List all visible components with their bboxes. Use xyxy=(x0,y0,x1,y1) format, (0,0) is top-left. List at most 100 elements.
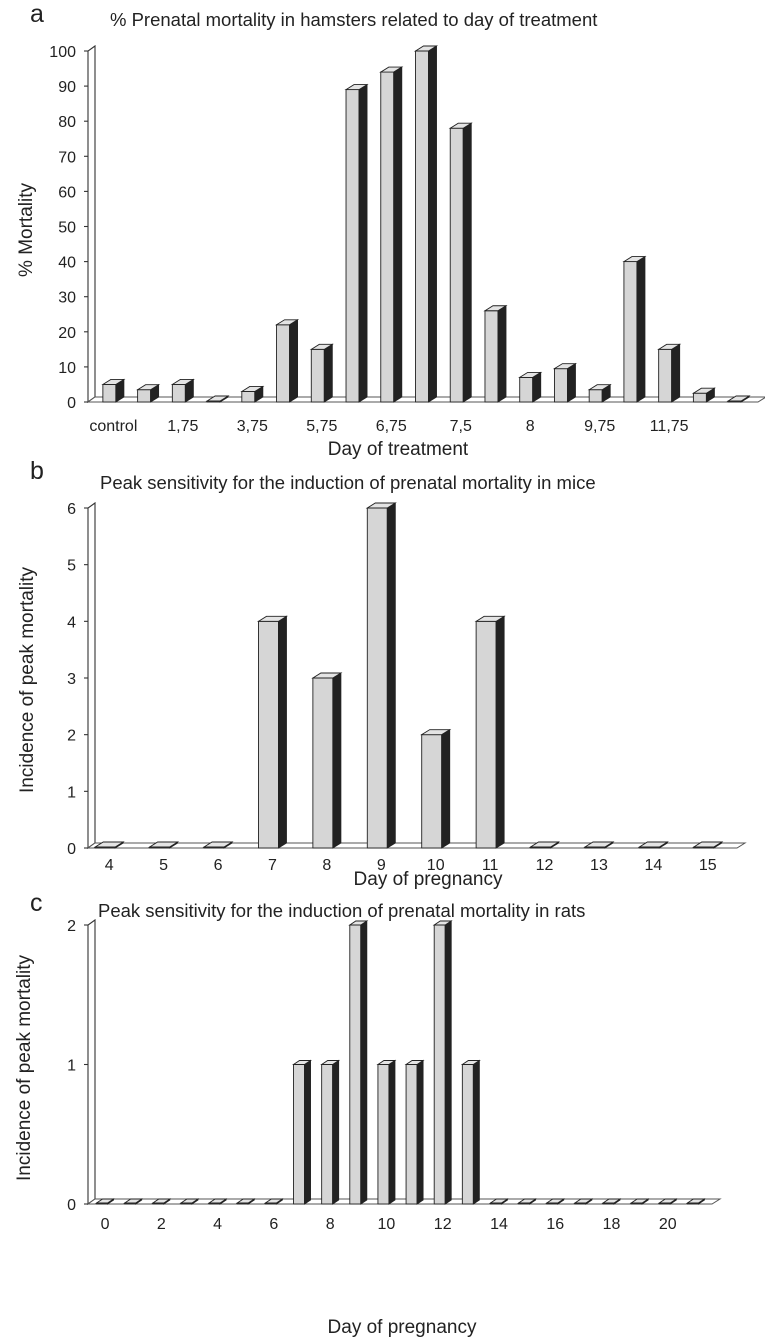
y-axis-wall xyxy=(87,44,96,404)
x-tick-label: 18 xyxy=(603,1216,621,1233)
bar-front-face xyxy=(588,389,603,403)
x-tick-label: 15 xyxy=(699,857,717,874)
bar-front-face xyxy=(553,368,568,403)
y-tick-label: 20 xyxy=(58,325,76,342)
x-tick-label: 3,75 xyxy=(237,418,268,435)
bar-top-face xyxy=(365,502,397,509)
y-tick-label: 30 xyxy=(58,290,76,307)
y-tick-label: 90 xyxy=(58,79,76,96)
bar-side-face xyxy=(289,318,299,403)
y-tick-label: 4 xyxy=(67,614,76,631)
bar-top-face xyxy=(95,1198,116,1204)
bar-top-face xyxy=(309,343,334,350)
y-tick-label: 1 xyxy=(67,1058,76,1075)
bar-11,75 xyxy=(657,343,682,403)
bar-top-face xyxy=(263,1198,284,1204)
bar-idx-7 xyxy=(292,1059,313,1205)
bar-side-face xyxy=(462,122,472,403)
bar-top-face xyxy=(601,1198,622,1204)
x-tick-label: 5,75 xyxy=(306,418,337,435)
y-tick-label: 10 xyxy=(58,360,76,377)
bar-front-face xyxy=(484,310,499,403)
bar-side-face xyxy=(393,66,403,403)
bar-front-face xyxy=(276,324,291,403)
bar-front-face xyxy=(345,89,360,403)
bar-front-face xyxy=(405,1064,418,1205)
bar-front-face xyxy=(623,261,638,403)
bar-10 xyxy=(376,1059,397,1205)
bar-6,75 xyxy=(379,66,404,403)
bar-top-face xyxy=(488,1198,509,1204)
x-tick-label: 2 xyxy=(157,1216,166,1233)
bar-3,75 xyxy=(240,385,265,403)
bar-idx-1 xyxy=(136,383,161,403)
bar-11 xyxy=(474,615,506,849)
bar-front-face xyxy=(377,1064,390,1205)
y-axis-wall xyxy=(87,918,96,1206)
bar-14 xyxy=(488,1198,509,1205)
bar-8 xyxy=(311,672,343,849)
bar-top-face xyxy=(311,672,343,679)
bar-front-face xyxy=(241,391,256,403)
bar-top-face xyxy=(518,371,543,378)
x-axis-label: Day of pregnancy xyxy=(328,1317,477,1338)
x-tick-label: 14 xyxy=(490,1216,508,1233)
bar-side-face xyxy=(323,343,333,403)
bar-idx-1 xyxy=(123,1198,144,1205)
bar-top-face xyxy=(528,841,561,848)
bar-top-face xyxy=(101,379,126,385)
bar-top-face xyxy=(151,1198,172,1204)
bar-5 xyxy=(148,841,180,849)
bar-front-face xyxy=(310,348,325,403)
bar-5,75 xyxy=(309,343,334,403)
bar-front-face xyxy=(258,620,279,849)
bar-top-face xyxy=(123,1198,144,1204)
bar-idx-11 xyxy=(483,304,508,403)
bar-4 xyxy=(93,841,125,849)
bar-idx-3 xyxy=(205,395,230,403)
bar-13 xyxy=(583,841,615,849)
y-axis-wall xyxy=(87,501,96,850)
bar-side-face xyxy=(388,1059,396,1205)
x-tick-label: 6,75 xyxy=(376,418,407,435)
bar-top-face xyxy=(726,395,751,402)
y-tick-label: 0 xyxy=(67,395,76,412)
bar-6 xyxy=(263,1198,284,1205)
x-tick-label: 12 xyxy=(434,1216,452,1233)
bar-front-face xyxy=(475,620,497,849)
bar-top-face xyxy=(404,1060,425,1065)
bar-side-face xyxy=(495,615,505,849)
bar-side-face xyxy=(636,255,646,403)
bar-top-face xyxy=(274,319,300,326)
bar-front-face xyxy=(312,677,334,849)
bar-side-face xyxy=(360,920,368,1205)
y-tick-label: 2 xyxy=(67,728,76,745)
x-tick-label: 8 xyxy=(326,1216,335,1233)
bar-top-face xyxy=(207,1198,228,1204)
x-tick-label: 1,75 xyxy=(167,418,198,435)
bar-side-face xyxy=(441,728,451,849)
x-tick-label: control xyxy=(89,418,137,435)
bar-top-face xyxy=(235,1198,256,1204)
bar-idx-11 xyxy=(404,1059,425,1205)
bar-top-face xyxy=(179,1198,200,1204)
y-axis-label: Incidence of peak mortality xyxy=(17,567,38,794)
bar-top-face xyxy=(413,45,439,52)
bar-side-face xyxy=(428,45,437,403)
y-axis-label: % Mortality xyxy=(16,183,37,277)
x-tick-label: 5 xyxy=(159,857,168,874)
x-tick-label: 4 xyxy=(213,1216,222,1233)
bar-front-face xyxy=(366,507,388,849)
bar-front-face xyxy=(433,924,446,1205)
x-tick-label: 0 xyxy=(101,1216,110,1233)
x-tick-label: 7,5 xyxy=(450,418,472,435)
bar-top-face xyxy=(348,920,369,926)
x-tick-label: 11 xyxy=(482,857,499,874)
y-tick-label: 1 xyxy=(67,784,76,801)
chart-title: % Prenatal mortality in hamsters related… xyxy=(110,9,597,30)
bar-top-face xyxy=(170,379,195,385)
bar-7,5 xyxy=(448,122,473,403)
bar-idx-17 xyxy=(691,387,716,403)
bar-side-face xyxy=(278,615,287,849)
bar-idx-3 xyxy=(179,1198,200,1205)
